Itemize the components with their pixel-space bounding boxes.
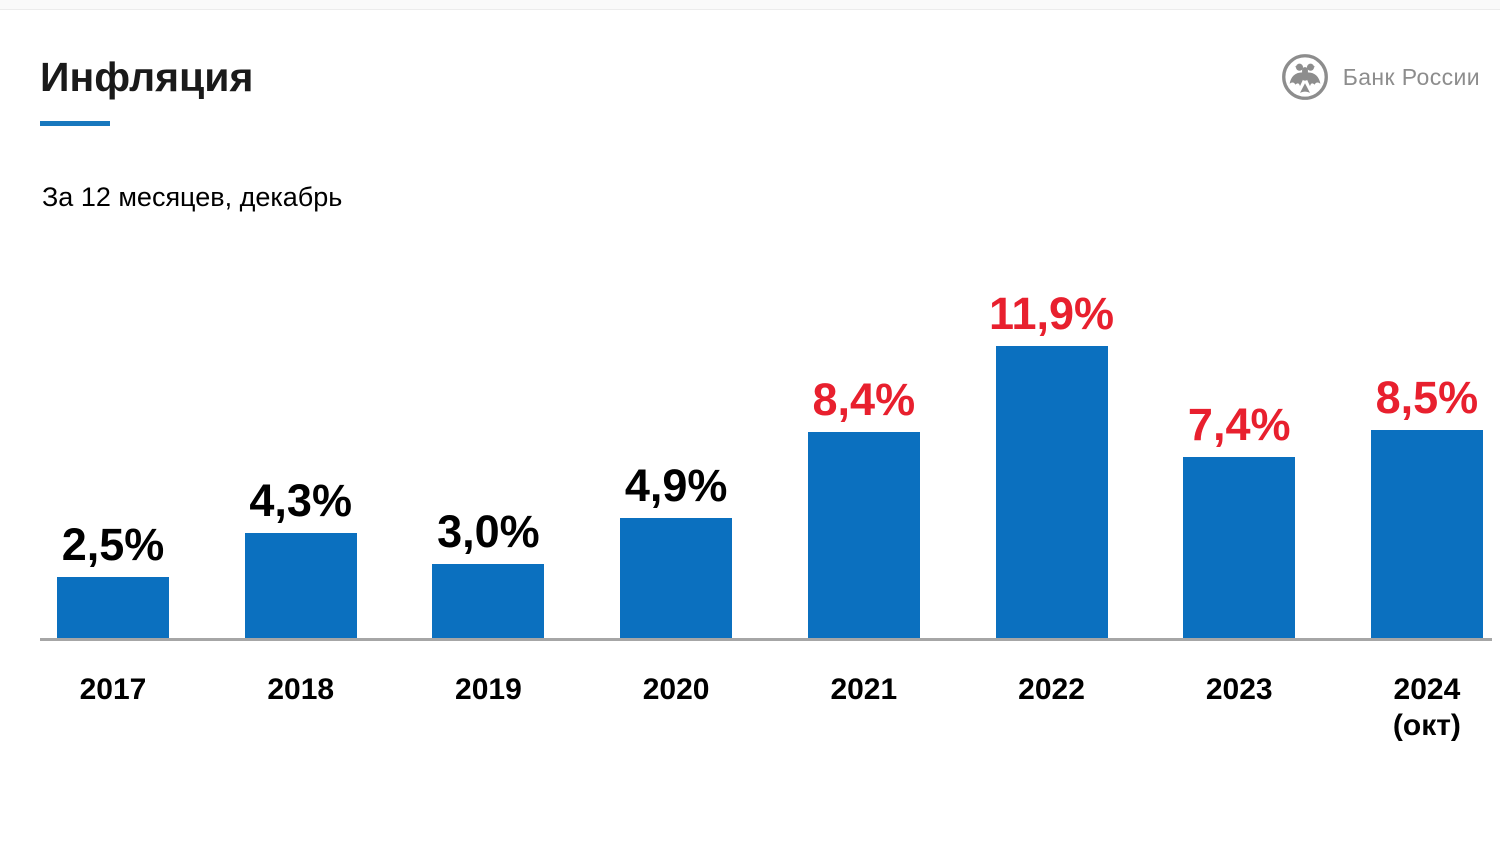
x-axis-label: 2018 bbox=[267, 672, 334, 708]
value-label: 8,4% bbox=[812, 374, 916, 425]
x-axis-label: 2020 bbox=[643, 672, 710, 708]
value-label: 3,0% bbox=[437, 506, 540, 557]
x-axis-year: 2024 bbox=[1393, 673, 1461, 706]
page-title: Инфляция bbox=[40, 54, 254, 100]
x-axis-label: 2017 bbox=[80, 672, 147, 708]
inflation-bar-chart: 2,5% 2017 4,3% 2018 3,0% 2019 4,9% 2020 8,4% 2021… bbox=[40, 260, 1492, 742]
bar bbox=[995, 346, 1108, 638]
bar bbox=[620, 518, 733, 638]
x-axis-year: 2019 bbox=[455, 673, 522, 706]
value-label: 4,3% bbox=[249, 475, 352, 526]
bar bbox=[807, 432, 920, 638]
x-axis-label: 2023 bbox=[1206, 672, 1273, 708]
x-axis-label: 2021 bbox=[830, 672, 897, 708]
bank-of-russia-eagle-icon bbox=[1281, 54, 1328, 100]
x-axis-label: 2024 (окт) bbox=[1393, 672, 1461, 744]
bar bbox=[1370, 430, 1483, 638]
x-axis-year: 2023 bbox=[1205, 673, 1273, 706]
bar-group-2020: 4,9% 2020 bbox=[620, 460, 733, 706]
x-axis-year: 2021 bbox=[830, 673, 898, 706]
chart-subtitle: За 12 месяцев, декабрь bbox=[42, 182, 343, 212]
bar-group-2019: 3,0% 2019 bbox=[432, 506, 545, 706]
title-underline bbox=[40, 121, 110, 126]
bar bbox=[57, 577, 169, 638]
window-top-edge bbox=[0, 0, 1500, 10]
bar bbox=[1183, 457, 1296, 638]
x-axis-year: 2022 bbox=[1018, 673, 1085, 706]
bar-group-2023: 7,4% 2023 bbox=[1183, 399, 1296, 706]
bar-group-2018: 4,3% 2018 bbox=[244, 475, 357, 706]
bar bbox=[432, 564, 545, 638]
value-label: 2,5% bbox=[61, 519, 165, 570]
value-label: 7,4% bbox=[1187, 399, 1291, 450]
x-axis-year-note: (окт) bbox=[1392, 709, 1461, 742]
x-axis-year: 2020 bbox=[642, 673, 710, 706]
bar bbox=[244, 533, 357, 638]
value-label: 11,9% bbox=[988, 288, 1115, 339]
x-axis-year: 2017 bbox=[79, 673, 147, 706]
value-label: 8,5% bbox=[1375, 372, 1479, 423]
bar-group-2024: 8,5% 2024 (окт) bbox=[1370, 372, 1483, 742]
bar-group-2022: 11,9% 2022 bbox=[989, 291, 1114, 706]
x-axis-label: 2022 bbox=[1018, 672, 1085, 708]
bar-group-2021: 8,4% 2021 bbox=[807, 374, 920, 706]
value-label: 4,9% bbox=[624, 460, 728, 511]
bar-group-2017: 2,5% 2017 bbox=[57, 519, 169, 706]
bank-of-russia-logo: Банк России bbox=[1280, 52, 1480, 102]
x-axis-label: 2019 bbox=[455, 672, 522, 708]
bank-logo-text: Банк России bbox=[1342, 63, 1480, 90]
x-axis-year: 2018 bbox=[267, 673, 335, 706]
